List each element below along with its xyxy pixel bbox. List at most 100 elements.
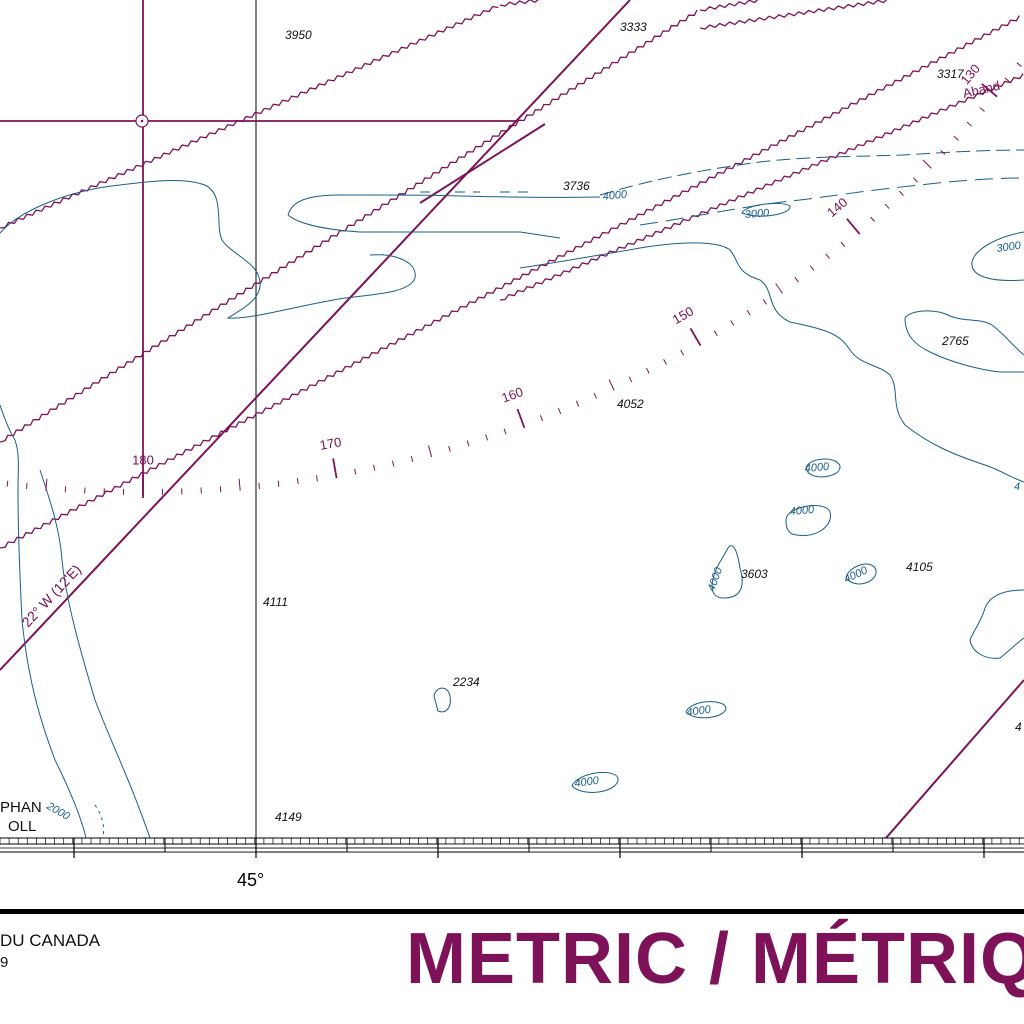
contour-label: 4000 <box>789 504 815 518</box>
rose-tick <box>575 400 580 407</box>
contour-label: 4000 <box>574 775 601 790</box>
scale-bar <box>801 843 894 849</box>
rose-tick <box>913 177 918 183</box>
rose-degree-label: 180 <box>132 452 154 467</box>
latitude-longitude-border-scale <box>0 837 1024 858</box>
cable-line <box>699 0 759 12</box>
scale-bar <box>255 843 348 849</box>
scale-bar <box>619 843 712 849</box>
rose-tick <box>846 218 861 235</box>
rose-tick <box>45 478 48 491</box>
rose-tick <box>1004 77 1010 83</box>
longitude-label: 45° <box>237 870 264 890</box>
rose-tick <box>448 445 451 452</box>
rose-tick <box>516 408 526 429</box>
rose-tick <box>746 309 751 316</box>
rose-tick <box>503 428 507 435</box>
magnetic-variation-label: 22° W (12'E) <box>18 561 84 630</box>
sounding-depth: 2234 <box>452 675 480 689</box>
publisher-text: DU CANADA <box>0 931 101 950</box>
rose-tick <box>608 379 615 391</box>
rose-tick <box>1016 62 1022 67</box>
sounding-depth: 4105 <box>906 560 933 574</box>
rose-degree-label: 150 <box>670 303 696 327</box>
contour-label: 3000 <box>744 207 770 221</box>
rose-tick <box>922 159 932 169</box>
neatline <box>0 909 1024 914</box>
rose-tick <box>316 475 318 482</box>
contour-labels: 4000 3000 3000 4000 4000 4000 4000 4000 … <box>44 188 1023 823</box>
rose-tick <box>762 299 767 305</box>
scale-bar <box>73 843 166 849</box>
scale-bar <box>892 847 985 853</box>
rose-tick <box>966 121 972 127</box>
publisher-text-line2: 9 <box>0 954 9 971</box>
cable-line <box>0 15 1020 549</box>
rose-tick <box>663 358 667 365</box>
scale-bar <box>710 847 803 853</box>
rose-tick <box>238 478 241 491</box>
scale-bar <box>164 847 257 853</box>
contour-label: 4000 <box>706 565 726 593</box>
magenta-route-lines <box>0 0 1024 839</box>
rose-degree-label: 170 <box>319 434 343 453</box>
contour-label: 4 <box>1014 481 1020 493</box>
rose-tick <box>979 107 985 112</box>
rose-tick <box>428 445 433 458</box>
rose-tick <box>354 468 357 475</box>
rose-tick <box>840 241 846 247</box>
rose-tick <box>940 150 946 155</box>
scale-bar <box>437 843 530 849</box>
rose-tick <box>689 327 702 347</box>
contour-label: 4000 <box>686 704 713 719</box>
rose-tick <box>392 460 395 467</box>
cable-line <box>699 0 888 30</box>
sounding-depth: 2765 <box>941 334 969 348</box>
rose-tick <box>373 464 376 471</box>
rose-tick <box>810 265 815 271</box>
rose-tick <box>485 434 489 441</box>
submarine-cable-lines <box>0 0 1024 549</box>
scale-bar <box>346 847 439 853</box>
contour-label: 4000 <box>602 188 628 203</box>
rose-tick <box>258 482 260 489</box>
rose-tick <box>870 216 875 222</box>
rose-tick <box>646 367 650 374</box>
rose-tick <box>713 330 718 336</box>
rose-tick <box>277 480 280 487</box>
rose-tick <box>593 392 597 399</box>
rose-tick <box>628 376 633 383</box>
contour-label: 4000 <box>804 461 830 475</box>
sounding-depth: 4 <box>1015 720 1022 734</box>
rose-tick <box>775 283 783 294</box>
magenta-grid <box>0 0 517 498</box>
sounding-depth: 4149 <box>275 810 302 824</box>
rose-tick <box>26 482 28 489</box>
cable-line <box>499 0 539 7</box>
cable-line <box>0 9 698 443</box>
contour-label: 2000 <box>44 800 73 824</box>
contour-label: 3000 <box>996 240 1023 255</box>
depth-contours <box>0 149 1024 839</box>
sounding-depth: 4052 <box>617 397 644 411</box>
rose-tick <box>825 253 830 259</box>
rose-tick <box>296 478 299 485</box>
rose-tick <box>539 415 544 422</box>
rose-tick <box>332 458 338 479</box>
rose-degree-label: 140 <box>824 195 850 220</box>
cable-line <box>0 5 499 229</box>
rose-degree-label: 160 <box>500 384 526 406</box>
rose-tick <box>410 455 414 463</box>
cable-line <box>499 73 1024 301</box>
chart-title: METRIC / MÉTRIQU <box>406 919 1024 999</box>
sounding-depth: 3950 <box>285 28 312 42</box>
sounding-depth: 3736 <box>563 179 590 193</box>
rose-tick <box>981 83 998 98</box>
rose-tick <box>557 408 562 414</box>
rose-tick <box>466 440 470 447</box>
place-label: OLL <box>8 818 36 835</box>
rose-tick <box>680 349 685 356</box>
scale-bar <box>983 843 1024 849</box>
sounding-depth: 3333 <box>620 20 647 34</box>
